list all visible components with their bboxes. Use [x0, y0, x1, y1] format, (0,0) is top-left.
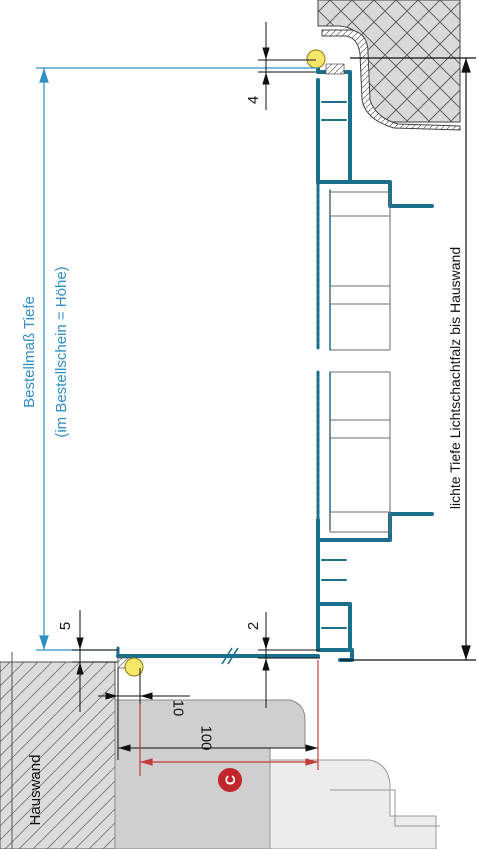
order-dimension-line — [36, 67, 318, 651]
seal-point-top — [306, 49, 326, 69]
top-offset-dimension — [258, 22, 316, 110]
floor-profile — [114, 699, 440, 849]
gap-value: 2 — [245, 622, 262, 630]
grating-detail — [329, 191, 391, 533]
house-wall — [0, 652, 116, 849]
small-dim-value: 10 — [170, 700, 187, 717]
concrete-block — [317, 0, 461, 131]
c-marker-letter: C — [222, 775, 238, 785]
small-dimension — [98, 668, 190, 760]
order-dimension-title: Bestellmaß Tiefe — [21, 296, 38, 408]
bottom-offset-value: 5 — [57, 622, 74, 630]
house-wall-label: Hauswand — [27, 755, 44, 826]
order-dimension-note: (im Bestellschein = Höhe) — [53, 266, 70, 437]
bottom-offset-dimension — [72, 610, 118, 712]
gap-dimension — [258, 612, 320, 708]
c-marker — [218, 768, 242, 792]
seal-point-bottom — [124, 657, 144, 677]
lightwell-profile — [116, 58, 434, 662]
break-symbol — [221, 647, 239, 665]
large-dim-value: 100 — [198, 725, 215, 750]
c-dimension — [139, 660, 319, 776]
brush-seal-top — [325, 63, 345, 75]
clear-depth-label: lichte Tiefe Lichtschachtfalz bis Hauswa… — [447, 247, 463, 509]
clear-depth-line — [340, 57, 476, 661]
top-offset-value: 4 — [245, 96, 262, 104]
